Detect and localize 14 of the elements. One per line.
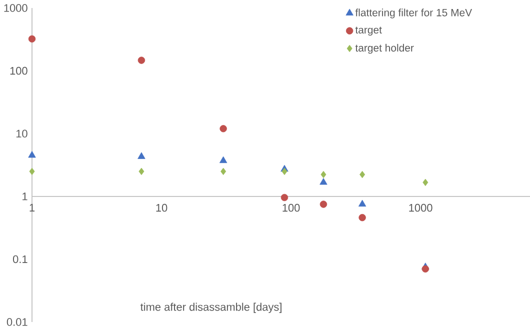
- x-tick-label: 1: [30, 204, 35, 212]
- y-tick-label: 1: [22, 192, 28, 200]
- x-tick-label: 100: [282, 204, 300, 212]
- x-axis-title: time after disassamble [days]: [140, 302, 282, 313]
- y-tick-label: 1000: [4, 4, 28, 12]
- x-tick-label: 1000: [409, 204, 432, 212]
- legend-label: target: [355, 26, 382, 36]
- legend-label: flattering filter for 15 MeV: [355, 8, 472, 18]
- y-tick-label: 0.1: [12, 255, 28, 264]
- y-tick-label: 0.01: [6, 318, 28, 326]
- y-tick-label: 10: [16, 130, 28, 138]
- x-tick-label: 10: [156, 204, 168, 212]
- legend-label: target holder: [355, 44, 414, 54]
- y-tick-label: 100: [10, 66, 28, 75]
